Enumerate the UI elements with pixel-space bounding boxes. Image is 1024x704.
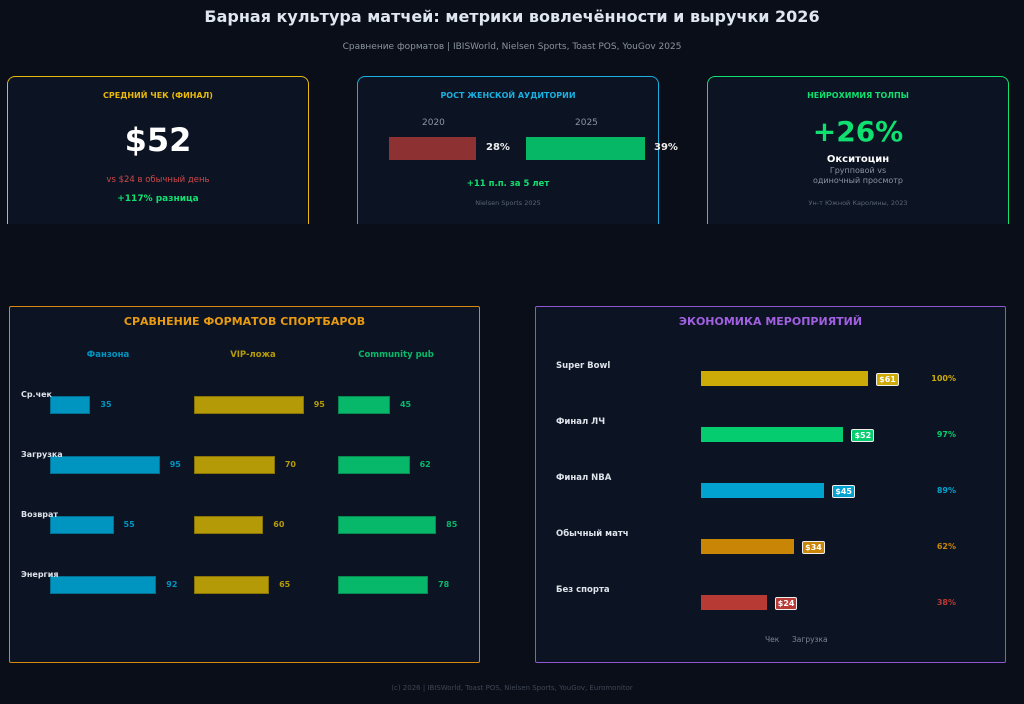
row-label: Возврат xyxy=(21,510,59,519)
load-value: 89% xyxy=(936,486,956,495)
series-header: Community pub xyxy=(358,350,434,360)
check-bar xyxy=(701,595,767,610)
bar-фанзона xyxy=(50,456,160,474)
bar-vip-ложа xyxy=(194,516,264,534)
year-2025-label: 2025 xyxy=(575,118,598,128)
bar-value: 60 xyxy=(273,520,285,529)
bar-value: 45 xyxy=(399,400,412,409)
check-bar xyxy=(701,427,844,442)
load-value: 97% xyxy=(936,430,956,439)
row-label: Загрузка xyxy=(21,450,63,459)
avg-check-value: $52 xyxy=(124,121,192,159)
panel-title: ЭКОНОМИКА МЕРОПРИЯТИЙ xyxy=(678,315,863,328)
card-title: РОСТ ЖЕНСКОЙ АУДИТОРИИ xyxy=(440,91,576,100)
oxytocin-value: +26% xyxy=(812,115,904,148)
event-label: Финал NBA xyxy=(556,473,612,483)
legend-check: Чек xyxy=(765,635,780,644)
bar-value: 70 xyxy=(284,460,296,469)
bar-community-pub xyxy=(338,456,410,474)
bar-community-pub xyxy=(338,396,390,414)
bar-value: 35 xyxy=(100,400,112,409)
check-value-badge: $24 xyxy=(774,597,798,610)
bar-value: 95 xyxy=(169,460,181,469)
card-title: НЕЙРОХИМИЯ ТОЛПЫ xyxy=(807,91,909,100)
year-2020-label: 2020 xyxy=(422,118,445,128)
bar-фанзона xyxy=(50,516,114,534)
desc-line-2: одиночный просмотр xyxy=(812,176,904,185)
row-label: Энергия xyxy=(21,570,59,579)
event-label: Super Bowl xyxy=(556,361,611,371)
value-2025: 39% xyxy=(654,142,678,153)
source: Nielsen Sports 2025 xyxy=(475,199,541,207)
check-value-badge: $34 xyxy=(802,541,825,554)
event-label: Финал ЛЧ xyxy=(556,417,606,427)
footer: (c) 2026 | IBISWorld, Toast POS, Nielsen… xyxy=(391,684,633,692)
bar-2025 xyxy=(526,137,645,160)
series-header: VIP-ложа xyxy=(230,350,276,360)
bar-фанзона xyxy=(50,396,91,414)
check-bar xyxy=(701,483,825,498)
female-audience-card: РОСТ ЖЕНСКОЙ АУДИТОРИИ 2020 2025 28% 39%… xyxy=(357,76,678,224)
bar-фанзона xyxy=(50,576,157,594)
desc-line-1: Групповой vs xyxy=(829,166,887,175)
bar-vip-ложа xyxy=(194,456,275,474)
bar-community-pub xyxy=(338,576,429,594)
row-label: Ср.чек xyxy=(21,390,52,399)
check-value-badge: $52 xyxy=(851,429,875,442)
avg-check-diff: +117% разница xyxy=(117,194,199,204)
growth-delta: +11 п.п. за 5 лет xyxy=(466,179,550,189)
bar-value: 92 xyxy=(166,580,178,589)
bar-2020 xyxy=(389,137,476,160)
bar-vip-ложа xyxy=(194,576,270,594)
check-bar xyxy=(701,371,869,386)
oxytocin-label: Окситоцин xyxy=(826,154,890,165)
bar-value: 95 xyxy=(313,400,325,409)
legend-load: Загрузка xyxy=(792,635,828,644)
series-header: Фанзона xyxy=(86,350,130,360)
avg-check-compare: vs $24 в обычный день xyxy=(106,175,210,185)
event-label: Обычный матч xyxy=(556,529,629,539)
bar-community-pub xyxy=(338,516,437,534)
avg-check-card: СРЕДНИЙ ЧЕК (ФИНАЛ) $52 vs $24 в обычный… xyxy=(7,76,309,224)
bar-value: 55 xyxy=(123,520,135,529)
value-2020: 28% xyxy=(486,142,510,153)
check-value-badge: $61 xyxy=(876,373,899,386)
page-title: Барная культура матчей: метрики вовлечён… xyxy=(204,7,820,26)
bar-value: 85 xyxy=(446,520,458,529)
check-value-badge: $45 xyxy=(832,485,855,498)
panel-title: СРАВНЕНИЕ ФОРМАТОВ СПОРТБАРОВ xyxy=(123,315,366,328)
source: Ун-т Южной Каролины, 2023 xyxy=(808,199,908,207)
bar-value: 62 xyxy=(419,460,431,469)
load-value: 62% xyxy=(936,542,956,551)
crowd-neuro-card: НЕЙРОХИМИЯ ТОЛПЫ +26% Окситоцин Группово… xyxy=(707,76,1009,224)
bar-value: 65 xyxy=(279,580,291,589)
load-value: 38% xyxy=(936,598,956,607)
formats-comparison-panel: СРАВНЕНИЕ ФОРМАТОВ СПОРТБАРОВ Фанзона 35 9… xyxy=(9,306,480,663)
bar-vip-ложа xyxy=(194,396,304,414)
page-subtitle: Сравнение форматов | IBISWorld, Nielsen … xyxy=(342,42,682,52)
bar-value: 78 xyxy=(438,580,450,589)
event-label: Без спорта xyxy=(556,585,610,595)
check-bar xyxy=(701,539,795,554)
card-title: СРЕДНИЙ ЧЕК (ФИНАЛ) xyxy=(103,91,213,100)
load-value: 100% xyxy=(931,374,956,383)
event-economics-panel: ЭКОНОМИКА МЕРОПРИЯТИЙ Чек Загрузка Super… xyxy=(535,306,1006,663)
